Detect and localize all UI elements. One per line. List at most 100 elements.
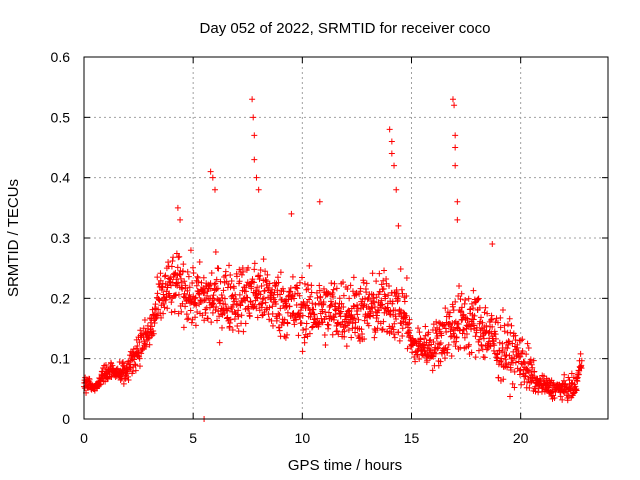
data-point [251,132,258,139]
data-point [246,313,253,320]
data-point [373,294,380,301]
data-points [81,96,585,422]
data-point [473,324,480,331]
data-point [370,291,377,298]
data-point [175,254,182,261]
data-point [245,305,252,312]
data-point [359,330,366,337]
data-point [253,305,260,312]
data-point [451,102,458,109]
data-point [449,96,456,103]
data-point [187,307,194,314]
data-point [222,301,229,308]
data-point [356,291,363,298]
data-point [393,186,400,193]
data-point [332,306,339,313]
data-point [291,290,298,297]
x-tick-labels: 0 5 10 15 20 [80,430,529,446]
data-point [295,332,302,339]
data-point [446,309,453,316]
data-point [488,316,495,323]
data-point [465,295,472,302]
data-point [444,346,451,353]
data-point [349,314,356,321]
y-tick-label: 0 [62,411,70,427]
data-point [315,321,322,328]
data-point [578,365,585,372]
data-point [187,247,194,254]
data-point [161,304,168,311]
data-point [464,316,471,323]
chart-title: Day 052 of 2022, SRMTID for receiver coc… [200,20,491,37]
data-point [512,336,519,343]
data-point [416,329,423,336]
data-point [389,323,396,330]
data-point [502,356,509,363]
data-point [403,312,410,319]
data-point [452,298,459,305]
data-point [240,268,247,275]
data-point [221,273,228,280]
data-point [287,284,294,291]
data-point [452,343,459,350]
data-point [249,276,256,283]
data-point [179,300,186,307]
data-point [248,285,255,292]
data-point [340,279,347,286]
data-point [192,322,199,329]
data-point [421,347,428,354]
data-point [378,327,385,334]
data-point [406,327,413,334]
data-point [139,346,146,353]
data-point [437,339,444,346]
data-point [478,314,485,321]
data-point [350,274,357,281]
data-point [162,272,169,279]
data-point [194,273,201,280]
data-point [492,335,499,342]
data-point [487,343,494,350]
data-point [476,304,483,311]
data-point [496,339,503,346]
data-point [520,358,527,365]
y-tick-label: 0.2 [51,290,71,306]
data-point [184,287,191,294]
data-point [341,333,348,340]
data-point [251,266,258,273]
data-point [124,373,131,380]
data-point [249,96,256,103]
data-point [325,325,332,332]
data-point [429,353,436,360]
data-point [253,294,260,301]
data-point [374,325,381,332]
data-point [163,296,170,303]
data-point [454,216,461,223]
data-point [297,313,304,320]
data-point [482,304,489,311]
data-point [225,305,232,312]
data-point [353,289,360,296]
data-point [345,307,352,314]
data-point [489,323,496,330]
data-point [427,336,434,343]
data-point [441,345,448,352]
data-point [253,174,260,181]
data-point [397,265,404,272]
data-point [141,340,148,347]
data-point [252,287,259,294]
data-point [260,256,267,263]
data-point [505,338,512,345]
data-point [357,285,364,292]
data-point [321,316,328,323]
data-point [509,340,516,347]
data-point [365,322,372,329]
data-point [234,322,241,329]
data-point [345,326,352,333]
data-point [343,343,350,350]
data-point [551,394,558,401]
data-point [284,331,291,338]
data-point [310,306,317,313]
data-point [174,282,181,289]
data-point [213,286,220,293]
